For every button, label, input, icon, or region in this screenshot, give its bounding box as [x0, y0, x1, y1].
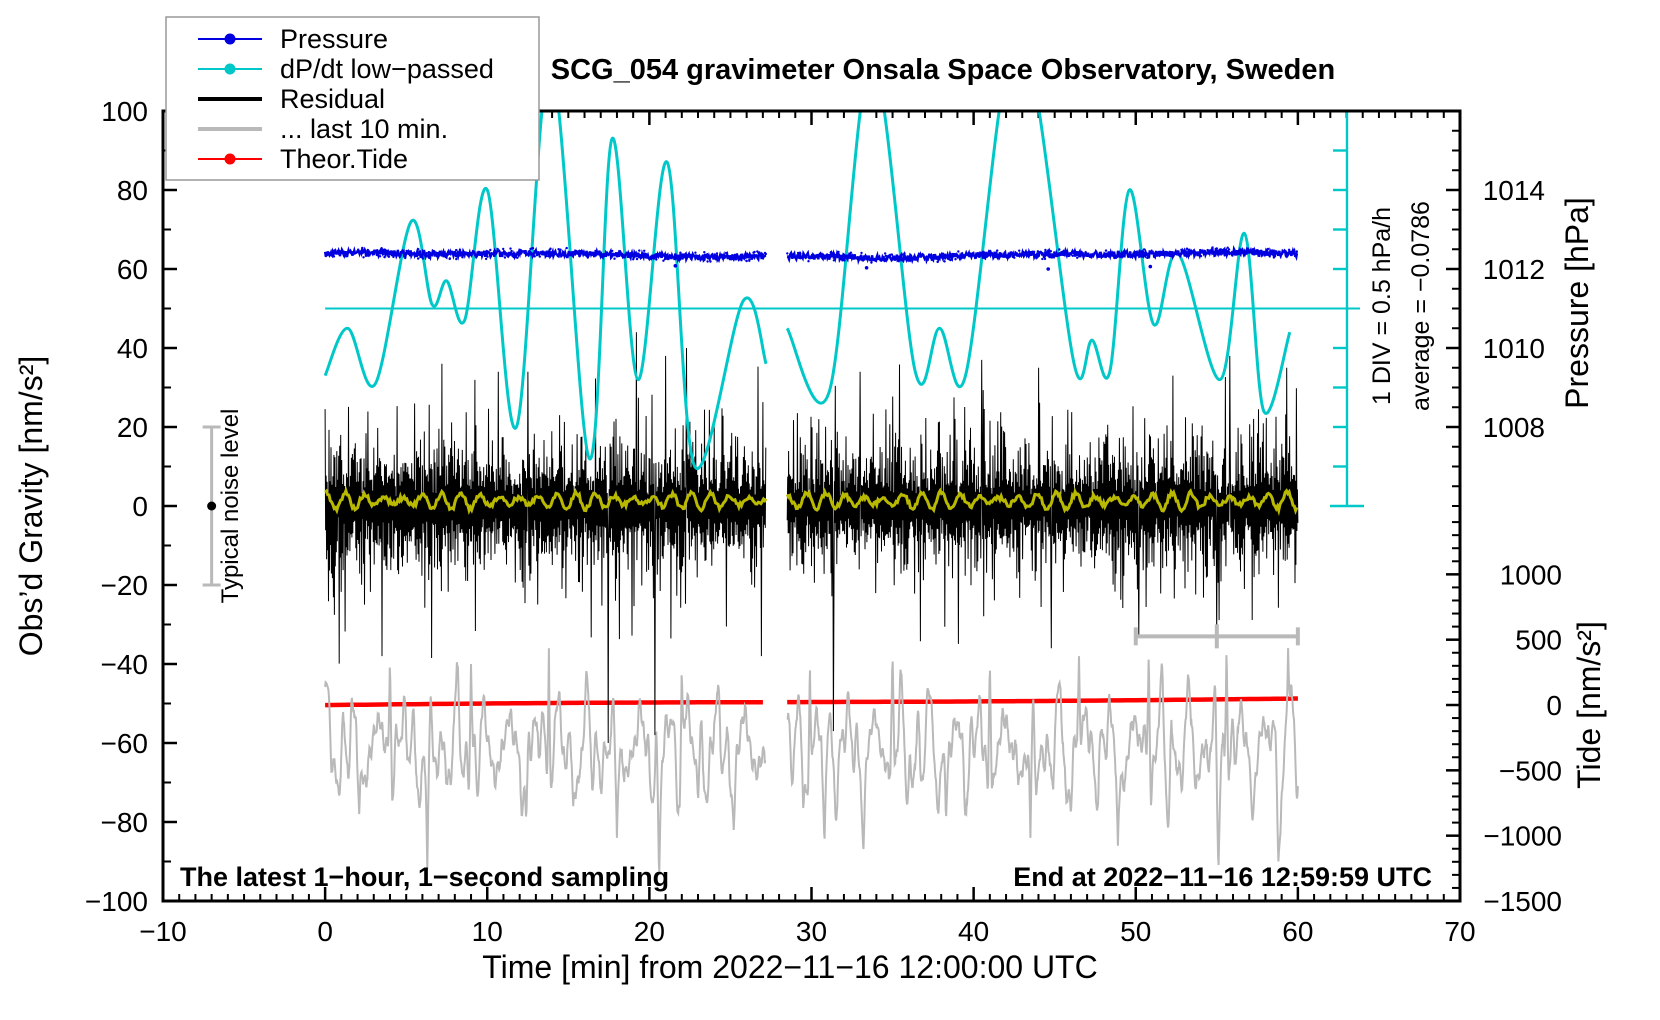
legend-item-label: Pressure: [280, 24, 388, 54]
y-tick-label: −20: [101, 570, 149, 601]
trace-theor-tide: [325, 699, 763, 708]
tide-tick-label: −500: [1499, 755, 1562, 786]
dpdt-ruler: [325, 111, 1364, 508]
y-tick-label: 100: [101, 96, 148, 127]
y-tick-label: 40: [117, 333, 148, 364]
legend-dot-marker: [224, 33, 236, 45]
chart-title: SCG_054 gravimeter Onsala Space Observat…: [551, 54, 1335, 86]
ten-min-scale-bar: [1133, 624, 1300, 649]
pressure-tick-label: 1008: [1483, 412, 1545, 443]
pressure-tick-label: 1010: [1483, 333, 1545, 364]
pressure-tick-label: 1014: [1483, 175, 1545, 206]
x-tick-label: 20: [634, 916, 665, 947]
legend: [165, 16, 540, 181]
trace-pressure-dots: [324, 246, 1299, 271]
tide-tick-label: −1000: [1483, 821, 1562, 852]
tide-tick-label: −1500: [1483, 886, 1562, 917]
x-tick-label: 60: [1282, 916, 1313, 947]
y-tick-label: 20: [117, 412, 148, 443]
noise-level-dot: [207, 501, 217, 511]
average-label: average = −0.0786: [1407, 201, 1435, 411]
traces: [323, 112, 1299, 872]
sampling-note: The latest 1−hour, 1−second sampling: [180, 862, 669, 892]
y-tick-label: −40: [101, 649, 149, 680]
trace-pressure: [323, 245, 767, 264]
end-time-note: End at 2022−11−16 12:59:59 UTC: [1013, 862, 1432, 892]
y-axis-title: Obs’d Gravity [nm/s²]: [13, 356, 49, 657]
x-tick-label: 10: [472, 916, 503, 947]
noise-level-bar: [202, 425, 221, 587]
trace-pressure: [786, 245, 1299, 266]
tide-tick-label: 0: [1546, 690, 1562, 721]
legend-dot-marker: [224, 153, 236, 165]
trace-last10min: [324, 648, 767, 872]
div-label: 1 DIV = 0.5 hPa/h: [1368, 207, 1396, 405]
legend-item-label: Theor.Tide: [280, 144, 408, 174]
legend-item-label: dP/dt low−passed: [280, 54, 494, 84]
noise-level-label: Typical noise level: [217, 409, 244, 604]
y-tick-label: −80: [101, 807, 149, 838]
tide-tick-label: 500: [1515, 625, 1562, 656]
y-tick-label: 80: [117, 175, 148, 206]
x-tick-label: 50: [1120, 916, 1151, 947]
tide-axis-title: Tide [nm/s²]: [1571, 621, 1607, 789]
y-tick-label: −100: [85, 886, 148, 917]
legend-dot-marker: [224, 63, 236, 75]
pressure-axis-title: Pressure [hPa]: [1559, 197, 1595, 409]
pressure-tick-label: 1012: [1483, 254, 1545, 285]
x-tick-label: 70: [1444, 916, 1475, 947]
trace-residual: [786, 355, 1299, 732]
x-tick-label: 0: [317, 916, 333, 947]
y-tick-label: 60: [117, 254, 148, 285]
trace-dpdt: [785, 112, 1292, 415]
trace-theor-tide: [787, 696, 1298, 705]
tide-tick-label: 1000: [1500, 559, 1562, 590]
trace-dpdt: [323, 112, 768, 471]
y-tick-label: 0: [132, 491, 148, 522]
x-axis-title: Time [min] from 2022−11−16 12:00:00 UTC: [482, 949, 1097, 985]
plot-frame: [161, 109, 1462, 903]
legend-item-label: ... last 10 min.: [280, 114, 448, 144]
trace-residual-smoothed: [785, 487, 1299, 517]
trace-residual: [324, 332, 767, 744]
y-tick-label: −60: [101, 728, 149, 759]
x-tick-label: 30: [796, 916, 827, 947]
x-tick-label: 40: [958, 916, 989, 947]
legend-item-label: Residual: [280, 84, 385, 114]
x-tick-label: −10: [139, 916, 187, 947]
trace-last10min: [786, 648, 1299, 866]
trace-residual-smoothed: [324, 486, 768, 515]
